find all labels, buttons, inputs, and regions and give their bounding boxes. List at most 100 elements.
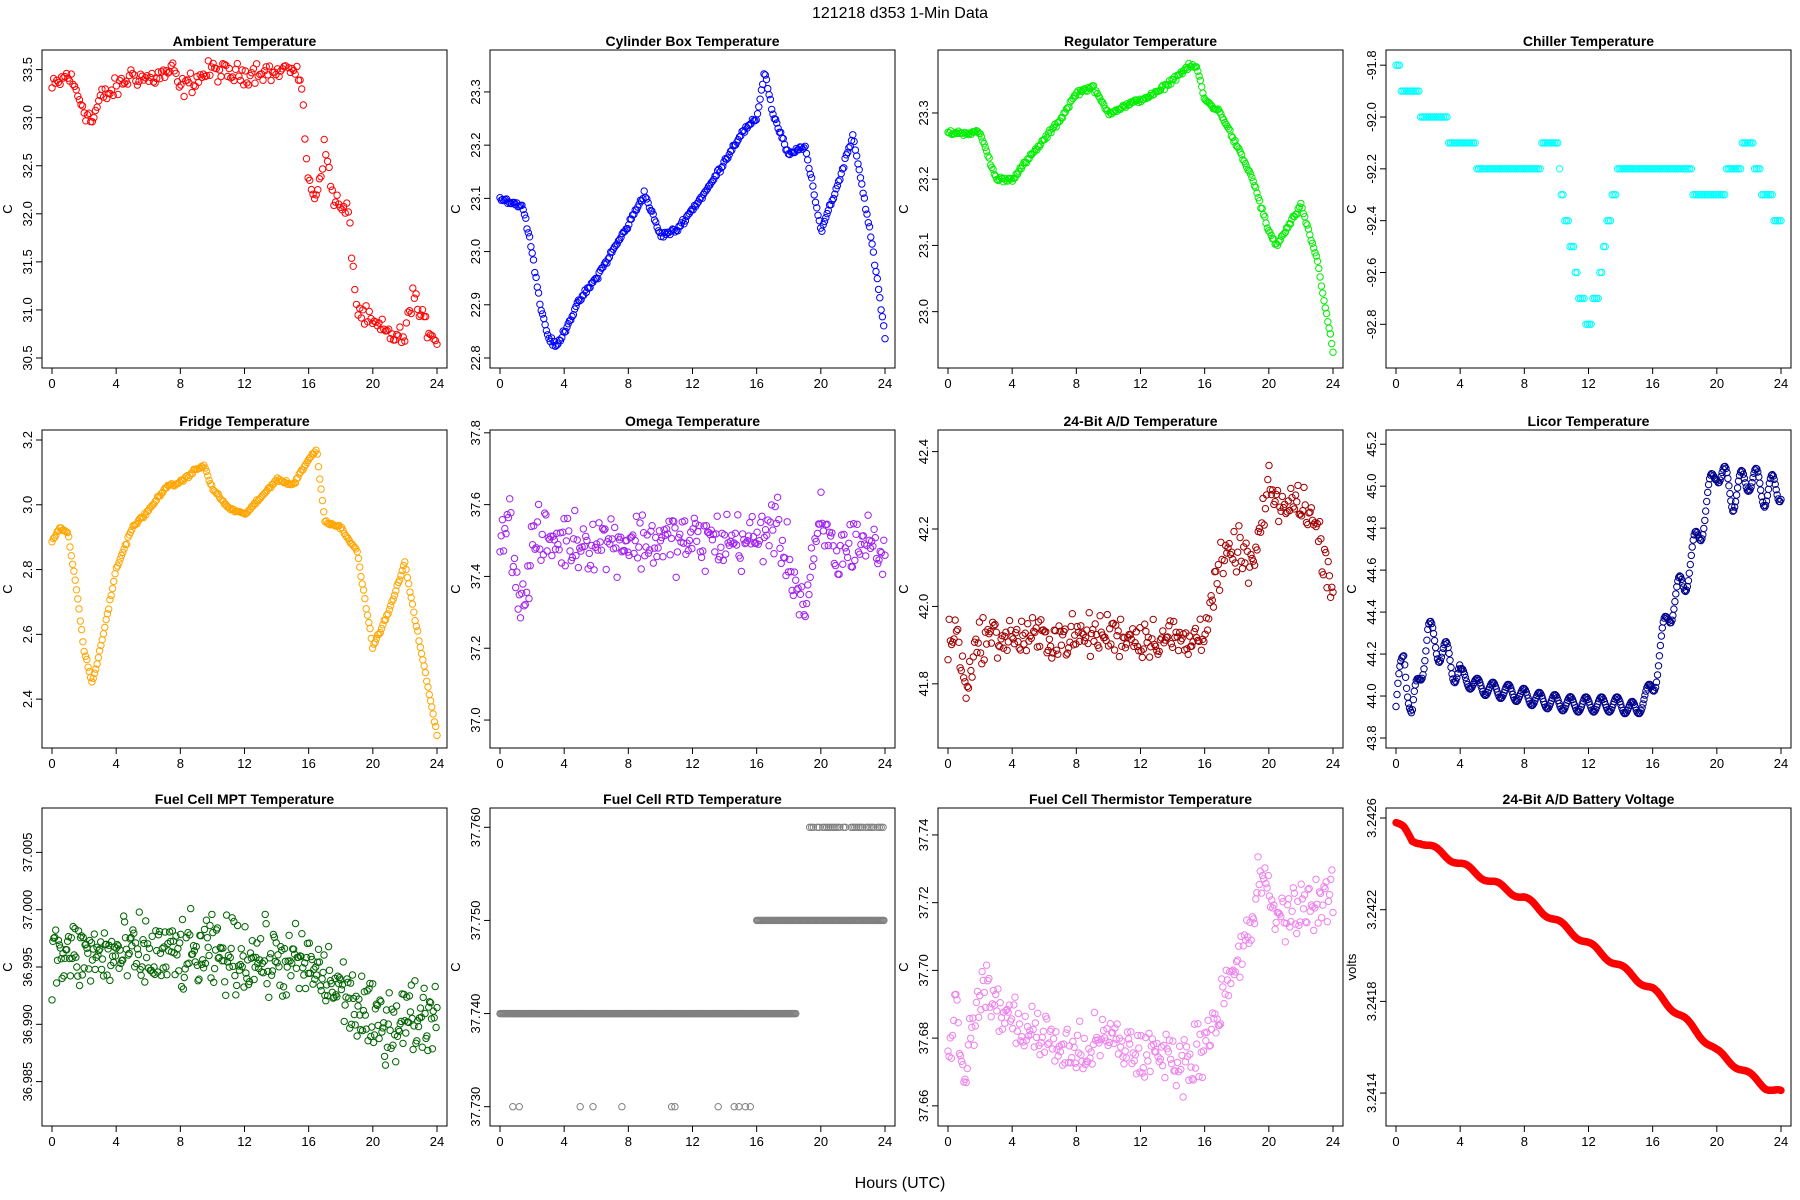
data-point [92, 665, 100, 673]
data-point [1022, 646, 1031, 655]
data-point [385, 989, 393, 997]
x-tick-label: 24 [430, 756, 444, 771]
data-point [250, 975, 258, 984]
data-point [1244, 579, 1253, 587]
data-point [762, 75, 771, 84]
data-point [1194, 1020, 1202, 1028]
data-point [1320, 297, 1328, 305]
data-point [267, 971, 276, 979]
data-point [1644, 681, 1652, 690]
data-point [1310, 244, 1318, 252]
data-point [433, 731, 441, 740]
data-point [1445, 649, 1453, 658]
x-tick-label: 4 [1009, 376, 1016, 391]
data-point [518, 589, 526, 597]
data-point [985, 974, 993, 983]
data-point [375, 1034, 383, 1043]
data-point [351, 1021, 359, 1029]
data-point [120, 912, 128, 920]
data-point [231, 971, 239, 980]
data-point [1224, 991, 1233, 1000]
data-point [292, 964, 301, 972]
data-point [1701, 516, 1709, 525]
data-point [1031, 1019, 1040, 1027]
data-point [1116, 615, 1125, 623]
x-tick-label: 16 [1645, 756, 1659, 771]
data-point [1252, 183, 1260, 192]
data-point [115, 559, 123, 567]
data-point [337, 985, 346, 994]
data-point [538, 530, 546, 539]
data-point [787, 568, 795, 576]
data-point [389, 595, 397, 603]
data-point [536, 300, 544, 308]
data-point [962, 130, 970, 138]
data-point [1030, 1043, 1039, 1051]
data-point [48, 996, 56, 1004]
x-tick-label: 12 [685, 376, 699, 391]
data-point [424, 683, 432, 691]
data-point [306, 176, 314, 185]
data-point [1174, 1068, 1183, 1076]
data-point [1311, 249, 1319, 257]
data-point [1043, 133, 1051, 142]
data-point [808, 562, 817, 571]
data-point [1236, 973, 1244, 981]
data-point [371, 638, 379, 646]
data-point [1399, 652, 1407, 661]
data-point [1302, 518, 1311, 527]
data-point [266, 954, 274, 962]
data-point [730, 539, 738, 547]
data-point [1677, 575, 1686, 584]
data-point [392, 1058, 400, 1066]
data-point [1687, 165, 1696, 173]
data-point [1564, 217, 1573, 225]
data-point [95, 647, 104, 655]
data-point [90, 930, 99, 938]
y-tick-label: 3.2418 [1364, 982, 1379, 1022]
data-point [1197, 646, 1206, 654]
data-point [777, 128, 785, 137]
data-point [120, 918, 129, 926]
data-point [982, 640, 991, 648]
data-point [1097, 97, 1105, 105]
data-point [1395, 61, 1404, 69]
data-point [1113, 1020, 1121, 1028]
data-point [384, 1020, 392, 1028]
data-point [666, 551, 674, 559]
data-point [309, 450, 318, 458]
data-point [1177, 1065, 1185, 1074]
data-point [497, 532, 505, 540]
data-point [261, 910, 269, 919]
data-point [968, 673, 976, 681]
data-point [1255, 880, 1263, 889]
x-tick-label: 0 [48, 1134, 55, 1149]
data-point [1045, 1039, 1053, 1047]
data-point [773, 119, 781, 127]
data-point [717, 543, 725, 551]
data-point [359, 586, 368, 594]
data-point [834, 823, 842, 831]
data-point [99, 93, 108, 101]
data-point [506, 495, 514, 503]
data-point [579, 525, 587, 533]
data-point [236, 76, 245, 85]
y-axis-label: C [1344, 584, 1359, 593]
data-point [817, 488, 825, 496]
data-point [598, 264, 606, 272]
data-point [220, 957, 228, 965]
data-point [813, 823, 821, 831]
data-point [1322, 309, 1331, 318]
data-point [358, 580, 366, 588]
data-point [366, 979, 374, 988]
data-point [520, 211, 529, 219]
data-point [101, 623, 109, 632]
data-point [596, 538, 604, 546]
data-point [1326, 330, 1335, 338]
data-point [519, 580, 527, 588]
data-point [253, 939, 261, 947]
data-point [1063, 1025, 1071, 1034]
y-tick-label: 44.4 [1364, 599, 1379, 624]
data-point [1723, 468, 1731, 477]
data-point [1303, 919, 1311, 927]
